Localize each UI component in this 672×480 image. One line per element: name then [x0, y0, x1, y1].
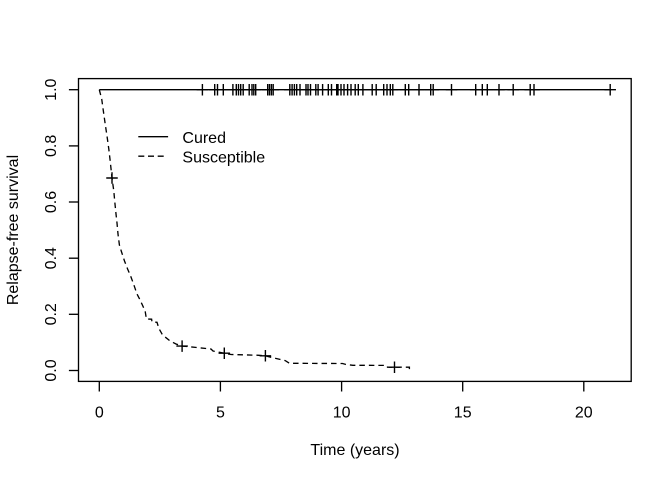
svg-text:Relapse-free survival: Relapse-free survival — [5, 155, 22, 305]
svg-text:Susceptible: Susceptible — [182, 150, 265, 167]
svg-text:Cured: Cured — [182, 130, 226, 147]
svg-text:15: 15 — [454, 405, 472, 422]
svg-text:0.4: 0.4 — [43, 247, 60, 269]
svg-text:20: 20 — [575, 405, 593, 422]
svg-text:0.0: 0.0 — [43, 359, 60, 381]
svg-text:Time (years): Time (years) — [310, 442, 399, 459]
svg-text:0: 0 — [95, 405, 104, 422]
svg-text:10: 10 — [333, 405, 351, 422]
svg-text:5: 5 — [216, 405, 225, 422]
svg-text:0.6: 0.6 — [43, 191, 60, 213]
svg-text:0.2: 0.2 — [43, 303, 60, 325]
svg-text:0.8: 0.8 — [43, 135, 60, 157]
svg-text:1.0: 1.0 — [43, 78, 60, 100]
